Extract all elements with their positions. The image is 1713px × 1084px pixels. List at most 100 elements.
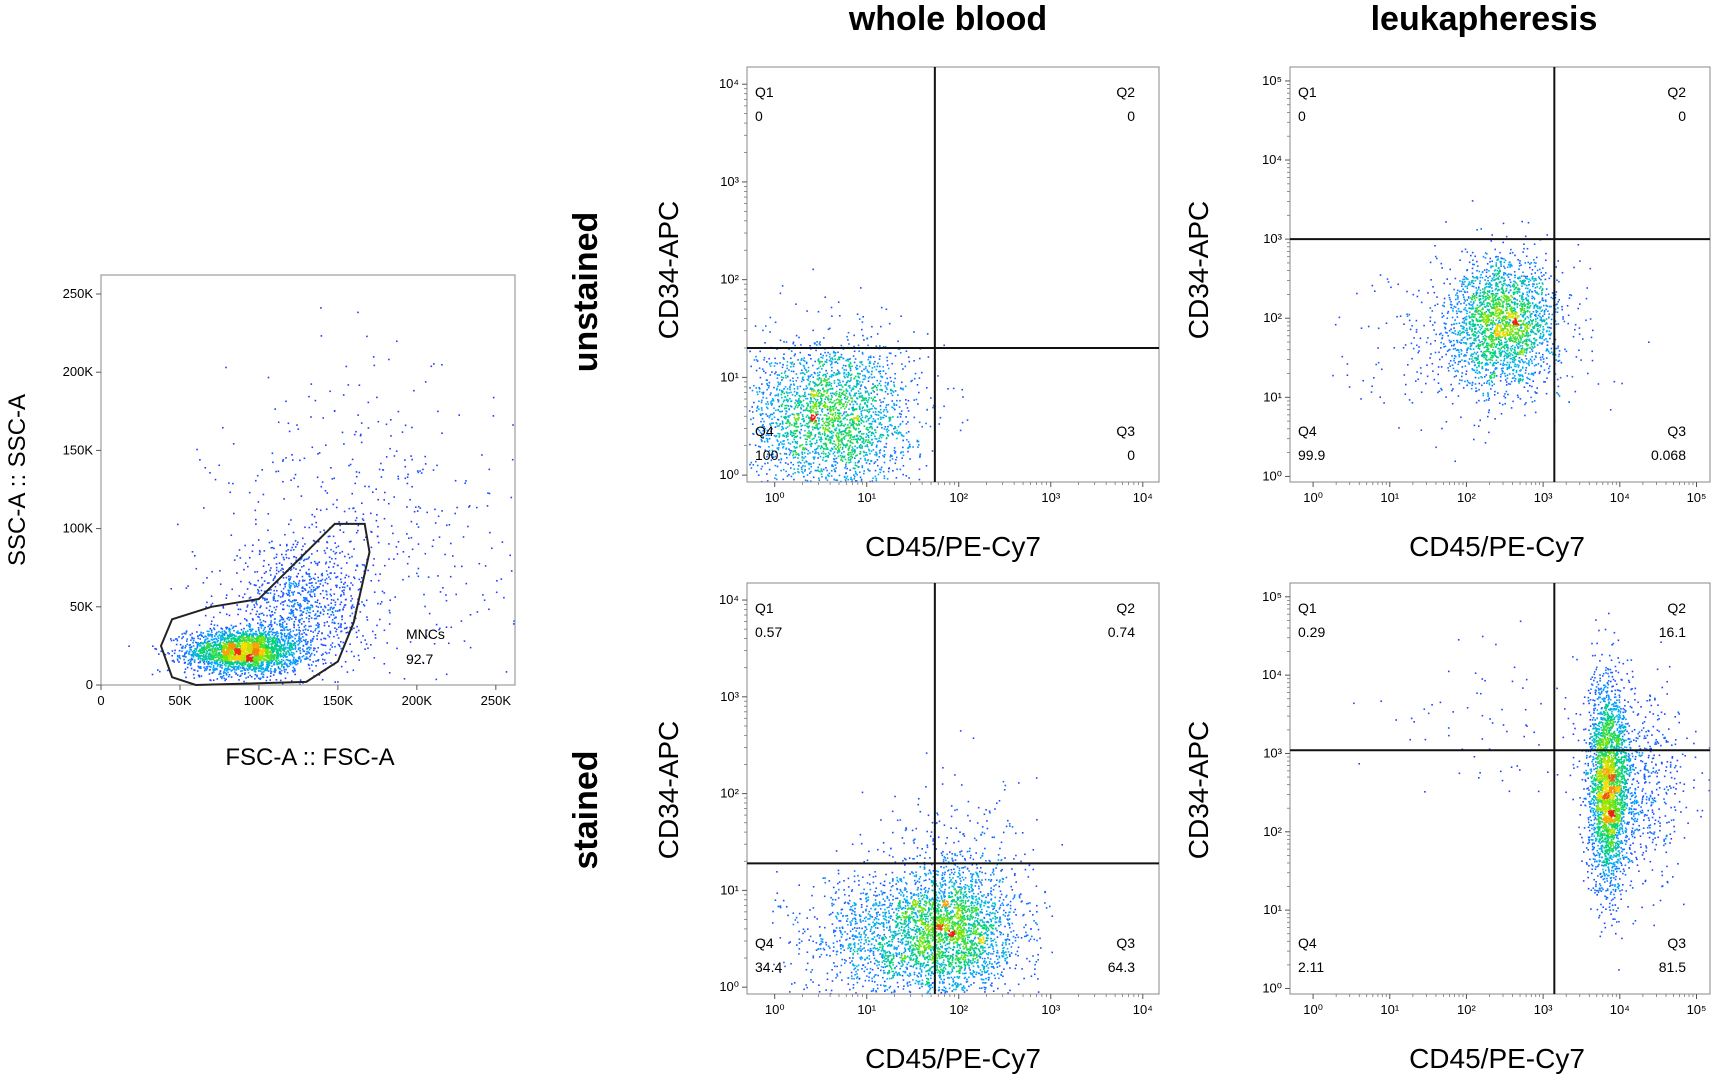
event-dot xyxy=(236,640,239,642)
event-dot xyxy=(852,403,855,406)
event-dot xyxy=(208,661,210,663)
event-dot xyxy=(863,339,865,341)
event-dot xyxy=(331,619,334,621)
event-dot xyxy=(237,630,239,632)
event-dot xyxy=(846,390,849,392)
event-dot xyxy=(267,648,270,650)
event-dot xyxy=(768,381,771,384)
event-dot xyxy=(311,652,313,655)
event-dot xyxy=(291,640,294,642)
event-dot xyxy=(764,462,766,465)
event-dot xyxy=(259,656,262,659)
event-dot xyxy=(263,559,265,562)
event-dot xyxy=(763,426,765,428)
event-dot xyxy=(352,669,355,672)
event-dot xyxy=(416,470,419,472)
event-dot xyxy=(510,570,513,572)
event-dot xyxy=(186,666,189,669)
event-dot xyxy=(255,643,258,646)
event-dot xyxy=(269,636,271,638)
event-dot xyxy=(901,363,903,365)
event-dot xyxy=(919,357,921,360)
event-dot xyxy=(302,537,304,540)
event-dot xyxy=(774,372,776,375)
event-dot xyxy=(817,310,820,313)
event-dot xyxy=(267,563,270,566)
event-dot xyxy=(293,626,295,629)
event-dot xyxy=(353,507,355,509)
event-dot xyxy=(883,461,886,464)
event-dot xyxy=(314,629,316,632)
event-dot xyxy=(317,540,320,543)
event-dot xyxy=(905,403,907,405)
event-dot xyxy=(358,603,360,605)
event-dot xyxy=(219,651,221,654)
event-dot xyxy=(439,591,442,593)
event-dot xyxy=(315,617,318,620)
event-dot xyxy=(184,661,186,664)
event-dot xyxy=(212,644,215,646)
event-dot xyxy=(256,659,258,662)
event-dot xyxy=(296,601,299,604)
event-dot xyxy=(871,325,873,328)
event-dot xyxy=(292,612,295,614)
event-dot xyxy=(810,374,813,376)
event-dot xyxy=(854,480,857,482)
event-dot xyxy=(766,440,769,442)
event-dot xyxy=(787,463,789,465)
y-tick-label: 250K xyxy=(63,286,94,301)
event-dot xyxy=(296,633,298,636)
event-dot xyxy=(196,631,198,633)
event-dot xyxy=(261,638,263,640)
event-dot xyxy=(809,354,811,357)
event-dot xyxy=(901,457,903,459)
event-dot xyxy=(902,435,905,437)
event-dot xyxy=(311,553,313,555)
event-dot xyxy=(328,576,330,578)
event-dot xyxy=(893,381,895,384)
event-dot xyxy=(271,633,274,636)
event-dot xyxy=(237,637,240,639)
event-dot xyxy=(335,506,338,509)
event-dot xyxy=(823,337,825,339)
event-dot xyxy=(761,465,764,468)
event-dot xyxy=(393,558,395,560)
event-dot xyxy=(205,666,208,668)
event-dot xyxy=(217,655,219,658)
event-dot xyxy=(254,509,257,512)
event-dot xyxy=(225,662,228,665)
event-dot xyxy=(846,335,848,338)
event-dot xyxy=(280,653,282,656)
event-dot xyxy=(365,599,368,602)
event-dot xyxy=(383,663,386,665)
event-dot xyxy=(332,566,335,568)
event-dot xyxy=(299,652,302,654)
event-dot xyxy=(308,648,311,651)
event-dot xyxy=(349,615,352,617)
event-dot xyxy=(296,640,298,643)
event-dot xyxy=(304,640,306,642)
event-dot xyxy=(855,480,858,482)
event-dot xyxy=(416,572,418,575)
event-dot xyxy=(205,661,208,663)
event-dot xyxy=(859,381,861,383)
event-dot xyxy=(792,341,795,344)
event-dot xyxy=(781,423,784,425)
event-dot xyxy=(891,362,893,365)
event-dot xyxy=(222,607,225,609)
event-dot xyxy=(864,367,867,370)
event-dot xyxy=(206,637,209,640)
event-dot xyxy=(278,653,281,656)
event-dot xyxy=(261,633,263,636)
event-dot xyxy=(238,665,240,667)
event-dot xyxy=(377,498,379,501)
event-dot xyxy=(293,477,295,480)
event-dot xyxy=(278,649,280,652)
event-dot xyxy=(254,673,257,676)
event-dot xyxy=(323,610,325,612)
event-dot xyxy=(310,639,312,642)
event-dot xyxy=(247,646,250,648)
event-dot xyxy=(305,597,308,600)
event-dot xyxy=(345,365,348,368)
